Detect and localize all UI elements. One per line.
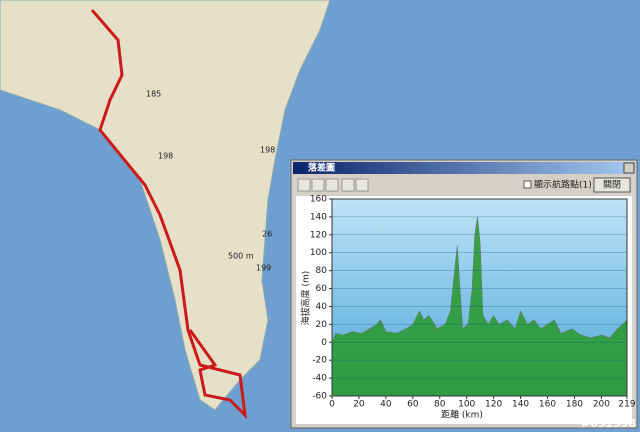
x-tick-label: 200 (593, 400, 610, 410)
checkbox-label: 顯示航路點(1) (534, 179, 592, 191)
tool-button[interactable] (341, 178, 355, 192)
x-tick-label: 100 (458, 400, 475, 410)
x-tick-label: 219 (618, 400, 635, 410)
map-label: 185 (146, 90, 161, 99)
tool-button[interactable] (325, 178, 339, 192)
y-tick-label: 120 (310, 230, 327, 240)
close-button[interactable] (593, 177, 631, 193)
x-tick-label: 20 (353, 400, 365, 410)
y-tick-label: 60 (316, 284, 328, 294)
x-tick-label: 180 (566, 400, 583, 410)
tool-button[interactable] (355, 178, 369, 192)
x-tick-label: 160 (539, 400, 556, 410)
close-button-label: 關閉 (603, 180, 621, 191)
y-tick-label: -20 (312, 356, 327, 366)
y-tick-label: 80 (316, 266, 328, 276)
y-tick-label: 0 (321, 338, 327, 348)
y-tick-label: -60 (312, 392, 327, 402)
x-tick-label: 80 (434, 400, 446, 410)
title-bar (293, 162, 635, 174)
map-label: 500 m (228, 252, 254, 261)
y-tick-label: 100 (310, 248, 327, 258)
watermark: #651598 (581, 417, 636, 430)
route (90, 9, 248, 420)
map-label: 198 (158, 152, 173, 161)
x-axis-title: 距離 (km) (441, 409, 483, 421)
tool-button[interactable] (297, 178, 311, 192)
y-tick-label: -40 (312, 374, 327, 384)
map-label: 26 (262, 230, 272, 239)
y-tick-label: 140 (310, 212, 327, 222)
tool-button[interactable] (311, 178, 325, 192)
x-tick-label: 40 (380, 400, 392, 410)
profile-window: 落差圖 顯示航路點(1) 關閉 距離 (km) 海拔高度 (m) -60 -40 -… (290, 159, 638, 429)
y-tick-label: 40 (316, 302, 328, 312)
close-x[interactable] (623, 162, 635, 174)
y-tick-label: 160 (310, 195, 327, 205)
plot-border (331, 198, 628, 397)
x-tick-label: 0 (329, 400, 335, 410)
x-tick-label: 120 (485, 400, 502, 410)
map-label: 199 (256, 264, 271, 273)
window-title: 落差圖 (308, 162, 335, 174)
y-tick-label: 20 (316, 320, 328, 330)
map-label: 198 (260, 146, 275, 155)
checkbox[interactable] (523, 180, 532, 189)
x-tick-label: 60 (407, 400, 419, 410)
y-axis-title: 海拔高度 (m) (300, 271, 312, 326)
x-tick-label: 140 (512, 400, 529, 410)
